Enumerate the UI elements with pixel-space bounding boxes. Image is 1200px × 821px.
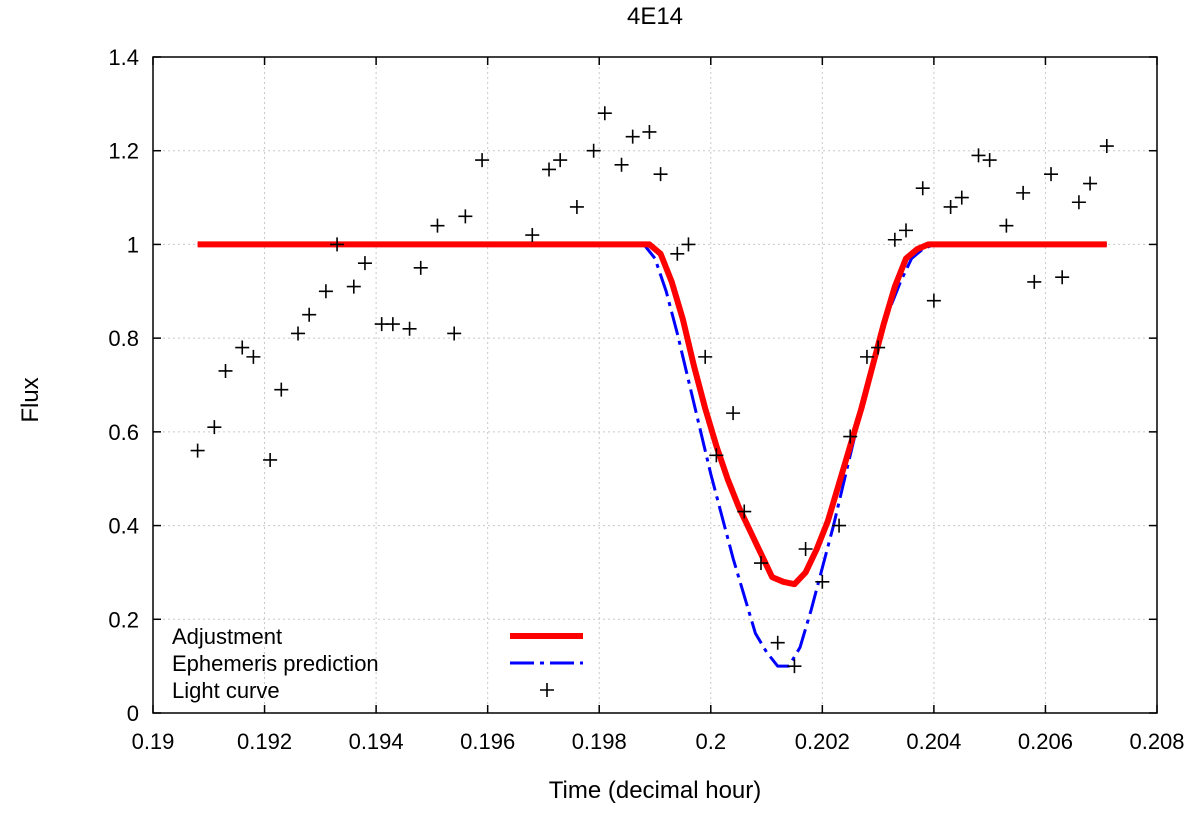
light-curve-point [430,218,445,233]
light-curve-point [1083,176,1098,191]
plot-frame [152,56,1158,714]
light-curve-point [302,307,317,322]
light-curve-point [753,556,768,571]
light-curve-point [971,148,986,163]
light-curve-point [642,124,657,139]
light-curve-point [263,452,278,467]
light-curve-point [798,542,813,556]
light-curve-point [698,349,713,364]
light-curve-point [726,406,741,421]
light-curve-point [586,143,601,158]
x-tick-label: 0.204 [906,729,961,754]
y-tick-label: 0 [127,701,139,726]
chart-title: 4E14 [627,3,683,30]
light-curve-point [542,162,557,177]
light-curve-point [787,659,802,674]
light-curve-point [625,129,640,144]
light-curve-point [954,190,969,205]
y-tick-label: 1.2 [108,139,139,164]
legend-label-light-curve: Light curve [172,678,280,703]
light-curve-point [235,340,250,355]
series-layer [190,106,1114,674]
light-curve-point [1044,167,1059,182]
y-tick-label: 0.8 [108,326,139,351]
adjustment-line [197,241,1107,588]
grid [153,57,1157,713]
light-curve-point [614,157,629,172]
legend-label-ephemeris-prediction: Ephemeris prediction [172,651,379,676]
light-curve-point [681,237,696,252]
light-curve-point [207,420,222,435]
y-tick-label: 1.4 [108,45,139,70]
light-curve-point [274,382,289,397]
light-curve-point [982,153,997,168]
light-curve-point [447,326,462,341]
light-curve-point [871,340,886,355]
ephemeris-prediction-line [197,242,1107,668]
light-curve-point [859,349,874,364]
light-curve-point [597,106,612,121]
light-curve-point [843,429,858,444]
light-curve-point [653,167,668,182]
light-curve-point [330,237,345,252]
light-curve-point [1071,195,1086,210]
light-curve-point [899,223,913,238]
light-curve-point [413,260,428,275]
light-curve-point [291,326,306,341]
y-tick-label: 0.4 [108,514,139,539]
y-tick-label: 1 [127,232,139,257]
light-curve-point [1016,185,1031,200]
x-tick-label: 0.196 [460,729,515,754]
light-curve-point [943,199,958,214]
x-axis-title: Time (decimal hour) [549,777,762,804]
light-curve-point [357,256,372,271]
light-curve-point [1027,274,1042,289]
light-curve-point [737,504,752,519]
x-tick-label: 0.2 [695,729,726,754]
light-curve-point [218,363,233,378]
light-curve-point [709,448,724,463]
x-tick-label: 0.206 [1018,729,1073,754]
light-curve-point [246,349,261,364]
light-curve-point [1055,270,1070,285]
light-curve-point [832,518,847,533]
x-tick-label: 0.208 [1129,729,1184,754]
light-curve-point [1099,139,1114,154]
light-curve-point [926,293,941,308]
light-curve-point [475,153,490,168]
x-tick-label: 0.192 [237,729,292,754]
light-curve-point [346,279,361,294]
light-curve-point [670,246,685,261]
y-tick-label: 0.6 [108,420,139,445]
light-curve-point [887,232,902,247]
legend-swatch-light-curve [540,683,554,697]
light-curve-point [815,574,830,589]
light-curve-point [915,181,930,196]
light-curve-point [770,635,785,650]
light-curve-points [190,106,1114,674]
x-tick-label: 0.202 [795,729,850,754]
y-axis-title: Flux [17,377,44,422]
light-curve-point [402,321,417,336]
light-curve-point [385,317,400,332]
light-curve-point [999,218,1014,233]
light-curve-point [569,199,584,214]
y-tick-label: 0.2 [108,607,139,632]
x-tick-label: 0.19 [132,729,175,754]
legend-label-adjustment: Adjustment [172,624,282,649]
x-tick-label: 0.194 [349,729,404,754]
x-tick-label: 0.198 [572,729,627,754]
light-curve-point [553,153,568,168]
light-curve-point [318,284,333,299]
light-curve-point [190,443,205,458]
light-curve-point [458,209,473,224]
light-curve-point [525,228,540,243]
axes: 0.19 0.192 0.194 0.196 0.198 0.2 0.202 0.204 0.2… [108,45,1184,754]
